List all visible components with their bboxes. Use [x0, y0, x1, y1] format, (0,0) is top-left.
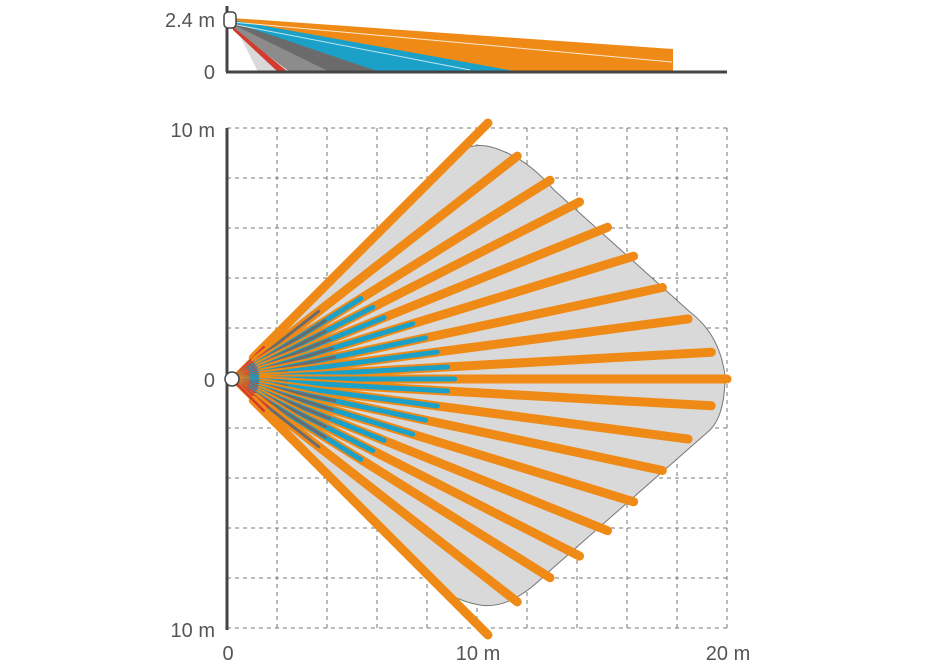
top-view: 10 m 0 10 m 0 10 m 20 m — [171, 118, 750, 665]
y-axis-top-label: 10 m — [171, 120, 215, 142]
sensor-icon — [224, 371, 240, 387]
side-view-red-beam — [232, 26, 288, 72]
x-axis-label-0: 0 — [222, 643, 233, 665]
side-view: 2.4 m 0 — [165, 6, 727, 84]
x-axis-label-10: 10 m — [456, 643, 500, 665]
side-view-sensor-icon — [223, 11, 237, 29]
side-view-dark-beam — [232, 22, 380, 72]
y-axis-bottom-label: 10 m — [171, 620, 215, 642]
beams — [234, 118, 732, 640]
x-axis-label-20: 20 m — [706, 643, 750, 665]
side-view-blue-beam — [232, 20, 520, 72]
side-view-gray-beam — [232, 24, 330, 72]
side-view-orange-beam — [232, 18, 673, 72]
orange-beam — [248, 395, 493, 640]
side-view-highlight-blue — [231, 23, 471, 71]
red-beam — [234, 381, 266, 413]
side-view-highlight — [231, 21, 673, 63]
orange-beam — [248, 118, 493, 363]
y-axis-zero-label: 0 — [204, 370, 215, 392]
side-view-floor-label: 0 — [204, 62, 215, 84]
side-view-height-label: 2.4 m — [165, 10, 215, 32]
